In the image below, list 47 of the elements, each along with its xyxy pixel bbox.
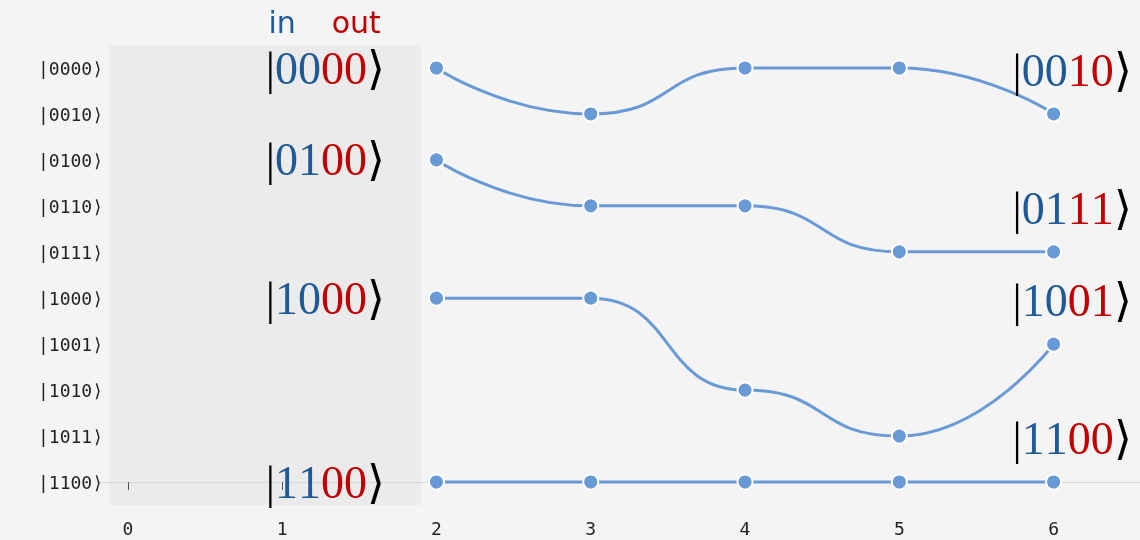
annotation: |1001⟩: [37, 333, 103, 355]
point: [582, 473, 600, 491]
point: [582, 289, 600, 307]
category-label: |0110⟩: [37, 195, 103, 217]
annotation: |0010⟩: [37, 103, 103, 125]
point: [736, 197, 754, 215]
point: [427, 473, 445, 491]
point: [1045, 473, 1063, 491]
text: |1100⟩: [1012, 412, 1132, 464]
point: [1045, 243, 1063, 261]
point: [427, 289, 445, 307]
text: |1000⟩: [265, 272, 385, 324]
annotation: |1100⟩: [265, 456, 385, 508]
text: |0111⟩: [1012, 182, 1132, 234]
point: [427, 59, 445, 77]
annotation: |0100⟩: [37, 149, 103, 171]
category-label: |1010⟩: [37, 379, 103, 401]
x-tick-label: 0: [122, 517, 134, 539]
text: |0100⟩: [265, 134, 385, 186]
text: in: [268, 4, 296, 40]
x-tick-label: 6: [1048, 517, 1060, 539]
x-tick-label: 1: [276, 517, 288, 539]
point: [1045, 105, 1063, 123]
x-tick-label: 3: [585, 517, 597, 539]
annotation: |0000⟩: [37, 57, 103, 79]
text: |1001⟩: [1012, 274, 1132, 326]
point: [890, 473, 908, 491]
text: |0010⟩: [1012, 44, 1132, 96]
point: [736, 473, 754, 491]
point: [890, 243, 908, 261]
point: [890, 427, 908, 445]
point: [427, 151, 445, 169]
point: [582, 197, 600, 215]
point: [1045, 335, 1063, 353]
annotation: |0111⟩: [37, 241, 103, 263]
annotation: |1000⟩: [37, 287, 103, 309]
annotation: |1100⟩: [37, 471, 103, 493]
point: [582, 105, 600, 123]
point: [736, 381, 754, 399]
text: |0000⟩: [265, 42, 385, 94]
point: [736, 59, 754, 77]
x-tick-label: 2: [431, 517, 442, 539]
point: [890, 59, 908, 77]
category-label: |1011⟩: [37, 425, 103, 447]
x-tick-label: 5: [893, 517, 905, 539]
x-tick-label: 4: [739, 517, 751, 539]
text: out: [331, 4, 381, 40]
